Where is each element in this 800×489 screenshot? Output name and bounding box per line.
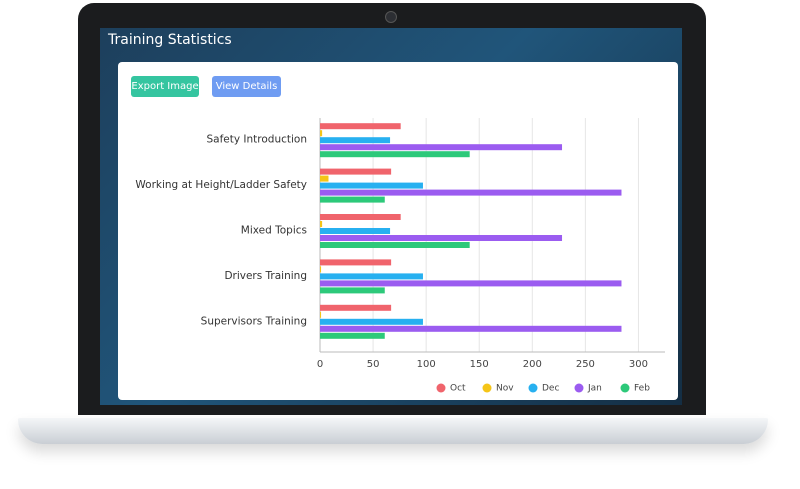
legend-label: Oct [450, 384, 466, 394]
legend-marker [620, 383, 630, 393]
bar [320, 318, 423, 325]
window-title: Training Statistics [108, 32, 232, 48]
y-tick-label: Mixed Topics [241, 225, 307, 237]
legend-marker [574, 383, 584, 393]
y-tick-label: Working at Height/Ladder Safety [135, 179, 307, 191]
bar [320, 304, 392, 311]
export-button[interactable]: Export Image [131, 76, 199, 97]
bar [320, 235, 563, 241]
card [118, 62, 678, 400]
bar [320, 228, 391, 234]
bar [320, 266, 322, 273]
bar [320, 144, 563, 151]
bar [320, 196, 385, 203]
legend-marker [436, 383, 446, 393]
y-tick-label: Safety Introduction [206, 134, 307, 146]
y-tick-label: Drivers Training [224, 270, 307, 282]
bar [320, 325, 622, 332]
x-tick-label: 0 [317, 359, 323, 370]
bar [320, 273, 423, 280]
laptop-base [18, 418, 768, 444]
legend-marker [482, 383, 492, 393]
bar [320, 175, 329, 182]
legend-label: Nov [496, 384, 514, 394]
legend-marker [528, 383, 538, 393]
bar [320, 242, 470, 248]
bar [320, 137, 391, 144]
bar [320, 123, 401, 130]
bar [320, 168, 392, 175]
bar [320, 259, 392, 266]
bar [320, 332, 385, 339]
x-tick-label: 200 [523, 359, 542, 370]
legend-label: Dec [542, 384, 559, 394]
details-button[interactable]: View Details [212, 76, 281, 97]
x-tick-label: 50 [367, 359, 380, 370]
bar [320, 287, 385, 294]
bar [320, 280, 622, 287]
x-tick-label: 100 [417, 359, 436, 370]
bar [320, 189, 622, 196]
x-tick-label: 150 [470, 359, 489, 370]
bar [320, 214, 401, 220]
x-tick-label: 300 [629, 359, 648, 370]
camera [385, 11, 397, 23]
bar [320, 311, 322, 318]
legend-label: Feb [634, 384, 650, 394]
legend-label: Jan [587, 384, 602, 394]
bar [320, 130, 323, 137]
bar [320, 182, 423, 189]
y-tick-label: Supervisors Training [201, 315, 307, 327]
bar [320, 221, 323, 227]
x-tick-label: 250 [576, 359, 595, 370]
bar [320, 151, 470, 158]
